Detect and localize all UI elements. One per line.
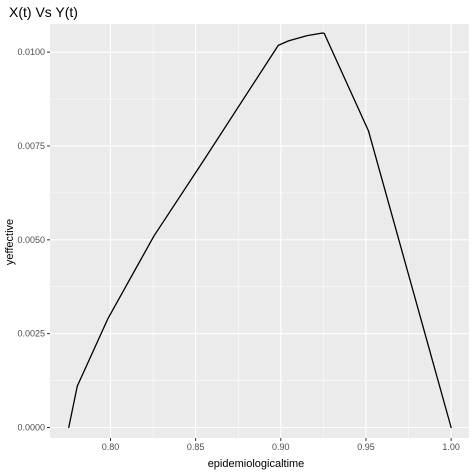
x-tick-label: 0.80 <box>102 442 120 452</box>
series-line <box>68 32 452 429</box>
y-axis-title: yeffective <box>4 219 16 265</box>
x-tick-label: 1.00 <box>442 442 460 452</box>
panel-background <box>50 24 469 438</box>
y-tick-label: 0.0025 <box>17 329 45 339</box>
x-axis-title: epidemiologicaltime <box>208 458 305 470</box>
grid-lines <box>50 24 469 438</box>
series-layer <box>68 32 452 429</box>
x-axis-ticks: 0.80 0.85 0.90 0.95 1.00 <box>102 438 460 452</box>
plot-panel <box>50 24 469 438</box>
y-tick-label: 0.0100 <box>17 47 45 57</box>
y-axis-ticks: 0.0000 0.0025 0.0050 0.0075 0.0100 <box>17 47 50 432</box>
chart-title: X(t) Vs Y(t) <box>9 4 78 20</box>
y-tick-label: 0.0050 <box>17 235 45 245</box>
x-tick-label: 0.85 <box>187 442 205 452</box>
x-tick-label: 0.90 <box>272 442 290 452</box>
y-tick-label: 0.0000 <box>17 422 45 432</box>
y-tick-label: 0.0075 <box>17 141 45 151</box>
x-tick-label: 0.95 <box>357 442 375 452</box>
